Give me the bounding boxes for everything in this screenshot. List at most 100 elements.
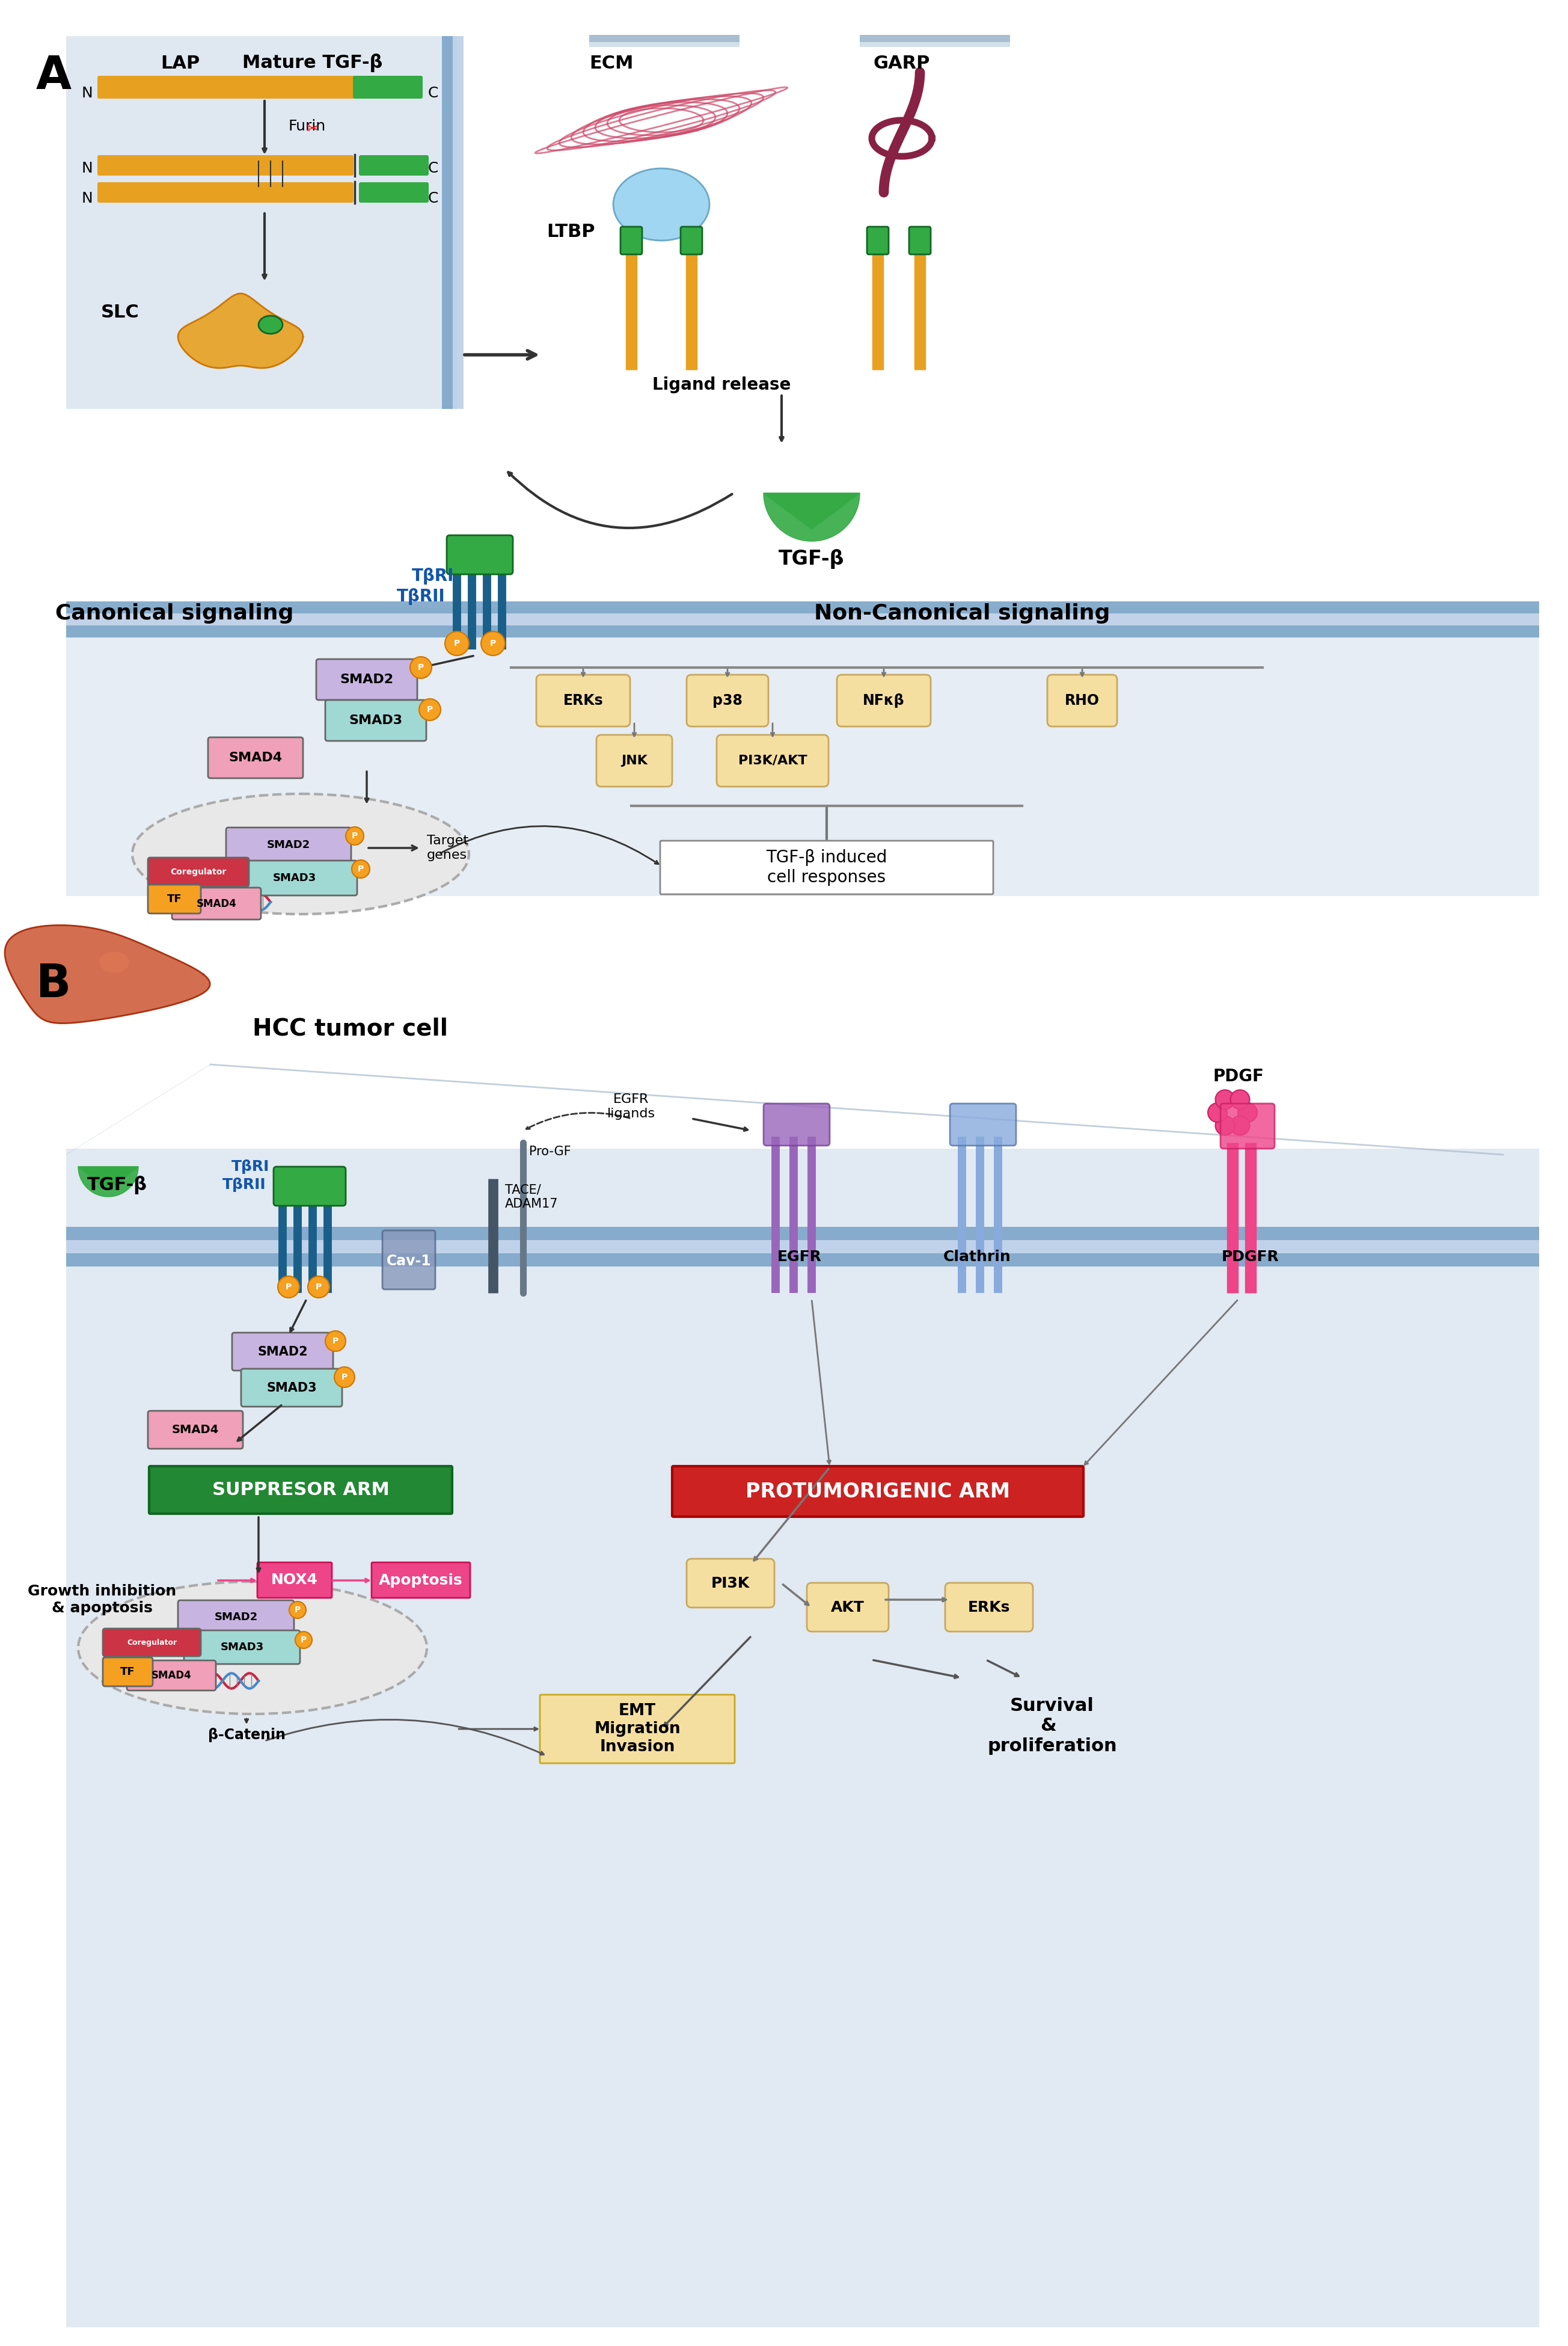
Polygon shape xyxy=(764,493,859,542)
FancyBboxPatch shape xyxy=(177,1600,295,1633)
FancyBboxPatch shape xyxy=(127,1661,216,1691)
FancyBboxPatch shape xyxy=(147,884,201,913)
FancyBboxPatch shape xyxy=(257,1562,332,1598)
Text: TF: TF xyxy=(166,894,182,906)
Text: PROTUMORIGENIC ARM: PROTUMORIGENIC ARM xyxy=(745,1483,1010,1501)
Bar xyxy=(590,35,740,42)
FancyBboxPatch shape xyxy=(717,734,828,786)
Text: TβRI: TβRI xyxy=(232,1159,270,1173)
FancyBboxPatch shape xyxy=(536,676,630,727)
Text: PDGF: PDGF xyxy=(1214,1067,1264,1084)
Ellipse shape xyxy=(613,169,709,242)
Text: SMAD3: SMAD3 xyxy=(350,716,403,727)
FancyBboxPatch shape xyxy=(97,75,372,99)
FancyBboxPatch shape xyxy=(103,1628,201,1656)
Circle shape xyxy=(325,1330,345,1351)
Text: N: N xyxy=(82,162,93,176)
Text: P: P xyxy=(453,638,459,647)
Text: Mature TGF-β: Mature TGF-β xyxy=(243,54,383,73)
FancyBboxPatch shape xyxy=(359,183,428,202)
FancyBboxPatch shape xyxy=(273,1166,345,1206)
Text: N: N xyxy=(82,192,93,206)
FancyBboxPatch shape xyxy=(596,734,673,786)
Text: β-Catenin: β-Catenin xyxy=(207,1727,285,1743)
FancyBboxPatch shape xyxy=(232,861,358,896)
FancyBboxPatch shape xyxy=(232,1333,332,1370)
Text: C: C xyxy=(428,87,437,101)
Text: EGFR: EGFR xyxy=(778,1250,822,1264)
FancyBboxPatch shape xyxy=(950,1103,1016,1145)
FancyBboxPatch shape xyxy=(867,228,889,253)
Text: Coregulator: Coregulator xyxy=(127,1638,177,1647)
FancyBboxPatch shape xyxy=(687,1558,775,1607)
FancyBboxPatch shape xyxy=(97,155,353,176)
Text: ERKs: ERKs xyxy=(967,1600,1010,1614)
Text: SMAD3: SMAD3 xyxy=(220,1642,263,1652)
Text: P: P xyxy=(417,664,423,671)
Bar xyxy=(66,612,1540,626)
Circle shape xyxy=(1231,1117,1250,1135)
Text: P: P xyxy=(351,833,358,840)
Circle shape xyxy=(1215,1117,1234,1135)
Text: LTBP: LTBP xyxy=(547,223,596,239)
FancyBboxPatch shape xyxy=(359,155,428,176)
FancyBboxPatch shape xyxy=(372,1562,470,1598)
Text: RHO: RHO xyxy=(1065,694,1099,708)
Circle shape xyxy=(289,1602,306,1619)
Bar xyxy=(590,42,740,47)
Bar xyxy=(66,608,1540,896)
Text: Growth inhibition
& apoptosis: Growth inhibition & apoptosis xyxy=(28,1584,177,1616)
Circle shape xyxy=(278,1276,299,1297)
Bar xyxy=(453,35,464,408)
Text: P: P xyxy=(332,1337,339,1344)
Text: Survival
& 
proliferation: Survival & proliferation xyxy=(988,1696,1116,1755)
Text: SMAD4: SMAD4 xyxy=(172,1424,220,1436)
FancyBboxPatch shape xyxy=(325,699,426,741)
Text: P: P xyxy=(315,1283,321,1290)
FancyBboxPatch shape xyxy=(1220,1103,1275,1150)
Text: C: C xyxy=(428,162,437,176)
Text: TF: TF xyxy=(121,1666,135,1677)
FancyBboxPatch shape xyxy=(660,840,993,894)
Text: P: P xyxy=(489,638,495,647)
Text: TGF-β induced
cell responses: TGF-β induced cell responses xyxy=(767,849,887,887)
Text: B: B xyxy=(36,962,71,1006)
FancyBboxPatch shape xyxy=(353,75,423,99)
FancyBboxPatch shape xyxy=(621,228,643,253)
Text: p38: p38 xyxy=(712,694,743,708)
FancyBboxPatch shape xyxy=(241,1368,342,1408)
Text: SMAD3: SMAD3 xyxy=(273,873,317,884)
FancyBboxPatch shape xyxy=(837,676,931,727)
Text: TGF-β: TGF-β xyxy=(88,1175,147,1194)
Text: ECM: ECM xyxy=(590,54,633,73)
Circle shape xyxy=(419,699,441,720)
Text: LAP: LAP xyxy=(162,54,201,73)
Text: PI3K/AKT: PI3K/AKT xyxy=(739,755,808,767)
Bar xyxy=(859,42,1010,47)
Text: Furin: Furin xyxy=(289,120,326,134)
Text: Apoptosis: Apoptosis xyxy=(379,1572,463,1588)
Text: SMAD4: SMAD4 xyxy=(151,1670,191,1680)
FancyBboxPatch shape xyxy=(909,228,931,253)
FancyBboxPatch shape xyxy=(209,737,303,779)
FancyBboxPatch shape xyxy=(687,676,768,727)
Polygon shape xyxy=(78,1166,138,1196)
FancyBboxPatch shape xyxy=(103,1656,152,1687)
Text: SMAD2: SMAD2 xyxy=(215,1612,257,1623)
Text: EGFR
ligands: EGFR ligands xyxy=(607,1093,655,1119)
Text: Cav-1: Cav-1 xyxy=(386,1253,431,1269)
Text: A: A xyxy=(36,54,72,99)
FancyBboxPatch shape xyxy=(383,1229,436,1290)
Text: SUPPRESOR ARM: SUPPRESOR ARM xyxy=(212,1480,389,1499)
Bar xyxy=(859,35,1010,42)
Text: SMAD2: SMAD2 xyxy=(267,840,310,849)
Bar xyxy=(66,35,456,408)
Text: P: P xyxy=(342,1372,348,1382)
FancyBboxPatch shape xyxy=(147,1410,243,1450)
Text: C: C xyxy=(428,192,437,206)
Text: NOX4: NOX4 xyxy=(271,1572,318,1588)
Circle shape xyxy=(345,826,364,845)
Text: P: P xyxy=(426,706,433,713)
Text: EMT
Migration
Invasion: EMT Migration Invasion xyxy=(594,1703,681,1755)
Text: SMAD2: SMAD2 xyxy=(340,673,394,685)
